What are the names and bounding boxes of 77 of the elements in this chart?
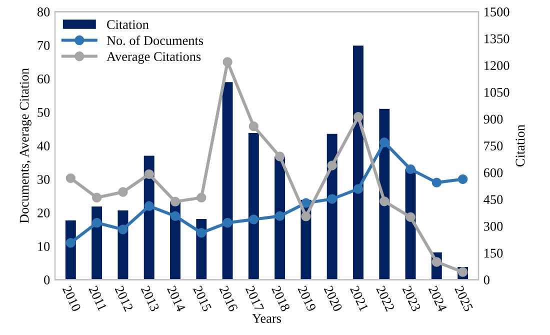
- y-axis-title: Documents, Average Citation: [20, 68, 32, 224]
- x-tick-label: 2018: [271, 285, 290, 312]
- y2-tick-label: 1350: [484, 34, 510, 44]
- x-tick-label: 2021: [350, 285, 369, 312]
- x-tick-label: 2015: [193, 285, 212, 312]
- point: [92, 192, 102, 203]
- point: [274, 152, 285, 162]
- point: [380, 138, 390, 148]
- bar: [92, 206, 102, 280]
- point: [458, 267, 468, 277]
- x-tick-label: 2024: [428, 285, 448, 312]
- y2-tick-label: 300: [484, 222, 503, 231]
- point: [222, 218, 232, 228]
- point: [301, 198, 311, 208]
- bar: [222, 82, 233, 280]
- point: [144, 169, 154, 180]
- point: [170, 211, 180, 221]
- point: [118, 187, 128, 197]
- y2-tick-label: 150: [484, 248, 503, 258]
- point: [353, 112, 364, 122]
- point: [248, 214, 259, 224]
- point: [170, 196, 180, 207]
- y-tick-label: 0: [44, 276, 50, 284]
- x-tick-label: 2010: [62, 285, 82, 312]
- point: [406, 164, 416, 174]
- bar: [248, 133, 259, 280]
- y2-tick-label: 1500: [484, 8, 510, 16]
- x-tick-label: 2025: [454, 285, 474, 312]
- x-tick-label: 2013: [140, 285, 160, 312]
- y-tick-label: 20: [38, 208, 50, 218]
- x-tick-label: 2016: [219, 285, 238, 312]
- point: [118, 224, 128, 234]
- y2-tick-label: 900: [484, 114, 503, 124]
- y-tick-label: 50: [38, 108, 50, 117]
- x-tick-label: 2019: [298, 285, 316, 312]
- x-tick-label: 2020: [324, 285, 343, 312]
- legend-label: Average Citations: [106, 52, 201, 64]
- legend-label: No. of Documents: [106, 36, 204, 46]
- point: [248, 121, 259, 132]
- y2-tick-label: 600: [484, 168, 503, 178]
- point: [196, 228, 206, 238]
- x-tick-label: 2014: [166, 285, 186, 312]
- y-tick-label: 10: [38, 242, 50, 251]
- point: [327, 160, 337, 170]
- y2-tick-label: 750: [484, 142, 503, 150]
- point: [196, 192, 206, 203]
- x-axis-title: Years: [252, 314, 281, 323]
- point: [380, 196, 390, 206]
- y-tick-label: 60: [38, 74, 50, 84]
- y-tick-label: 30: [38, 175, 50, 184]
- x-tick-label: 2022: [376, 285, 395, 312]
- y-tick-label: 80: [37, 8, 50, 16]
- point: [66, 173, 76, 184]
- x-tick-label: 2011: [88, 285, 108, 312]
- y2-axis-title: Citation: [516, 124, 525, 166]
- point: [92, 218, 102, 228]
- point: [353, 184, 364, 194]
- y-tick-label: 40: [37, 142, 50, 150]
- point: [144, 201, 154, 211]
- point: [432, 178, 442, 188]
- point: [66, 238, 76, 248]
- point: [222, 57, 232, 67]
- y2-tick-label: 0: [484, 276, 490, 284]
- x-tick-label: 2017: [245, 285, 264, 312]
- point: [327, 194, 337, 204]
- point: [406, 212, 416, 222]
- y2-tick-label: 1200: [484, 61, 510, 70]
- bar: [353, 46, 364, 280]
- y2-tick-label: 450: [484, 195, 503, 204]
- x-tick-label: 2023: [402, 285, 421, 312]
- point: [301, 212, 311, 222]
- x-tick-label: 2012: [114, 285, 134, 312]
- legend-label: Citation: [107, 20, 149, 30]
- y2-tick-label: 1050: [484, 88, 510, 97]
- point: [274, 211, 285, 221]
- y-tick-label: 70: [38, 41, 50, 50]
- point: [458, 174, 468, 184]
